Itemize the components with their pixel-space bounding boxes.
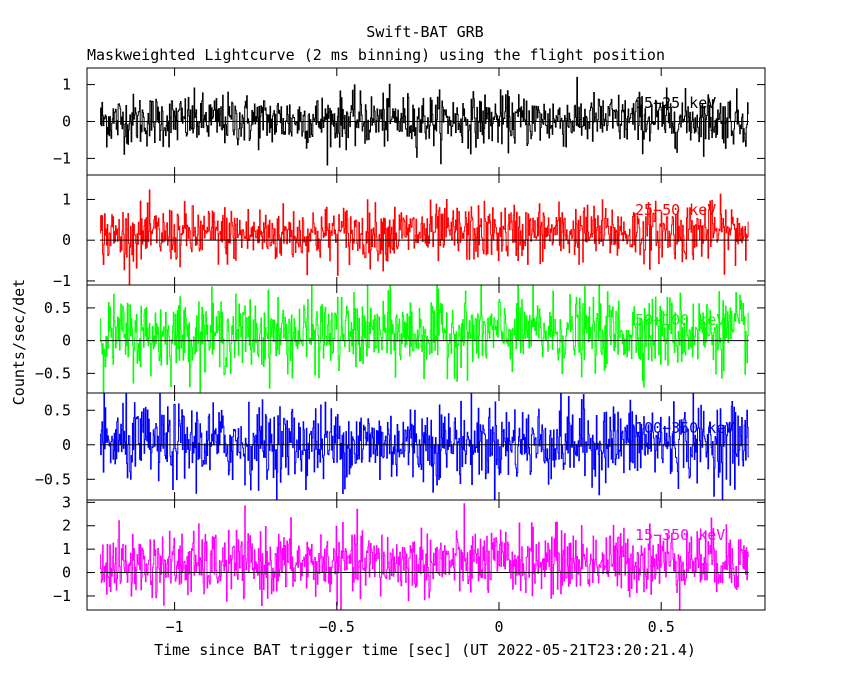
series-trace-15-350-keV (100, 503, 749, 611)
band-label: 100−350 keV (635, 419, 734, 437)
y-tick-label: −1 (53, 272, 71, 290)
x-tick-label: 0.5 (648, 618, 675, 636)
x-tick-label: 0 (494, 618, 503, 636)
band-label: 50−100 keV (635, 311, 725, 329)
series-trace-50-100-keV (100, 284, 749, 394)
y-tick-label: 0 (62, 113, 71, 131)
y-tick-label: 1 (62, 76, 71, 94)
band-label: 25−50 keV (635, 201, 716, 219)
y-tick-label: 0 (62, 231, 71, 249)
band-label: 15−25 keV (635, 94, 716, 112)
y-tick-label: 0.5 (44, 299, 71, 317)
band-label: 15−350 keV (635, 526, 725, 544)
y-axis-label: Counts/sec/det (10, 279, 28, 405)
series-trace-100-350-keV (100, 392, 749, 501)
y-tick-label: 0 (62, 332, 71, 350)
panel-frame (86, 499, 766, 611)
y-tick-label: 0.5 (44, 401, 71, 419)
y-tick-label: 3 (62, 493, 71, 511)
y-tick-label: 0 (62, 436, 71, 454)
y-tick-label: −1 (53, 149, 71, 167)
y-tick-label: −0.5 (35, 364, 71, 382)
series-trace-25-50-keV (100, 189, 749, 286)
x-tick-label: −0.5 (319, 618, 355, 636)
y-tick-label: 2 (62, 517, 71, 535)
series-trace-15-25-keV (100, 76, 749, 166)
y-tick-label: 0 (62, 564, 71, 582)
y-tick-label: −1 (53, 587, 71, 605)
x-tick-label: −1 (166, 618, 184, 636)
y-tick-label: 1 (62, 540, 71, 558)
chart-title: Swift-BAT GRB (366, 23, 483, 41)
panels-group: −1 0 1 15−25 keV −1 0 1 25−50 keV −0.5 0 0.5 50−100… (35, 67, 766, 636)
y-tick-label: 1 (62, 190, 71, 208)
x-axis-label: Time since BAT trigger time [sec] (UT 20… (154, 641, 696, 659)
y-tick-label: −0.5 (35, 470, 71, 488)
chart-subtitle: Maskweighted Lightcurve (2 ms binning) u… (87, 46, 665, 64)
